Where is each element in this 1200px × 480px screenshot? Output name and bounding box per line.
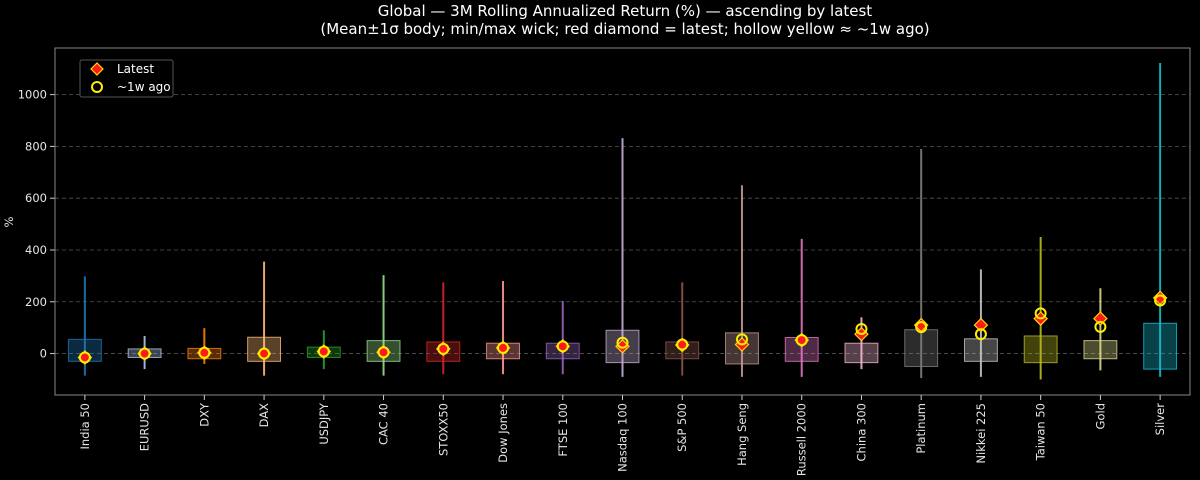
y-axis-label: % <box>2 216 16 227</box>
x-tick-label-12: Russell 2000 <box>795 403 809 476</box>
x-tick-label-17: Gold <box>1093 403 1107 429</box>
x-tick-label-6: STOXX50 <box>436 403 450 456</box>
chart-subtitle: (Mean±1σ body; min/max wick; red diamond… <box>320 20 929 38</box>
x-tick-label-7: Dow Jones <box>496 403 510 463</box>
x-tick-label-1: EURUSD <box>138 403 152 451</box>
week-ago-marker-2 <box>198 346 211 359</box>
y-tick-label: 1000 <box>18 88 47 102</box>
week-ago-marker-5 <box>377 346 390 359</box>
legend-week-ago-label: ~1w ago <box>117 80 171 94</box>
body-16 <box>1023 335 1058 364</box>
legend-week-ago-marker <box>91 81 103 93</box>
y-tick-label: 200 <box>25 295 47 309</box>
week-ago-marker-15 <box>974 328 987 341</box>
x-tick-label-11: Hang Seng <box>735 403 749 466</box>
body-11 <box>725 332 759 365</box>
x-tick-label-10: S&P 500 <box>675 403 689 452</box>
x-tick-label-16: Taiwan 50 <box>1034 403 1048 461</box>
y-tick-label: 0 <box>40 347 47 361</box>
x-tick-label-18: Silver <box>1153 403 1167 436</box>
plot-area: 0 200 400 600 800 1000 India 50 EURUSD DXY DAX USD… <box>18 47 1191 476</box>
y-tick-label: 400 <box>25 243 47 257</box>
x-tick-label-9: Nasdaq 100 <box>616 403 630 472</box>
body-15 <box>963 338 998 362</box>
week-ago-marker-6 <box>437 342 450 355</box>
body-18 <box>1143 322 1178 370</box>
y-tick-label: 600 <box>25 191 47 205</box>
legend-latest-label: Latest <box>117 62 154 76</box>
week-ago-marker-11 <box>735 333 748 346</box>
week-ago-marker-16 <box>1034 307 1047 320</box>
y-tick-label: 800 <box>25 139 47 153</box>
chart-title: Global — 3M Rolling Annualized Return (%… <box>378 2 873 20</box>
x-tick-label-2: DXY <box>197 402 211 427</box>
legend-latest-marker <box>90 62 104 76</box>
body-14 <box>904 329 939 368</box>
week-ago-marker-3 <box>258 347 271 360</box>
body-13 <box>844 342 879 364</box>
week-ago-marker-13 <box>855 322 868 335</box>
week-ago-marker-18 <box>1154 294 1167 307</box>
week-ago-marker-8 <box>556 340 569 353</box>
week-ago-marker-12 <box>795 334 808 347</box>
x-tick-label-5: CAC 40 <box>377 403 391 445</box>
legend: Latest ~1w ago <box>79 59 174 98</box>
x-tick-label-13: China 300 <box>854 403 868 461</box>
x-tick-label-4: USDJPY <box>317 402 331 445</box>
week-ago-marker-1 <box>138 347 151 360</box>
week-ago-marker-0 <box>78 351 91 364</box>
x-tick-label-8: FTSE 100 <box>556 403 570 457</box>
latest-marker-15 <box>973 317 989 333</box>
week-ago-marker-17 <box>1094 320 1107 333</box>
week-ago-marker-14 <box>915 321 928 334</box>
week-ago-marker-7 <box>497 341 510 354</box>
week-ago-marker-10 <box>676 338 689 351</box>
x-tick-label-3: DAX <box>257 403 271 428</box>
week-ago-marker-9 <box>616 336 629 349</box>
x-tick-label-0: India 50 <box>78 403 92 450</box>
x-tick-label-15: Nikkei 225 <box>974 403 988 464</box>
x-tick-label-14: Platinum <box>914 403 928 454</box>
latest-marker-18 <box>1152 290 1168 306</box>
week-ago-marker-4 <box>317 345 330 358</box>
body-17 <box>1083 340 1118 360</box>
